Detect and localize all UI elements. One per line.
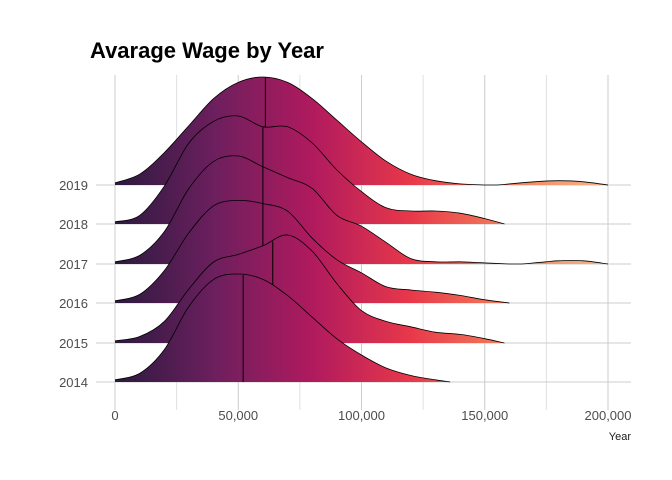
x-axis-label: Year (609, 431, 632, 443)
ridge-2014 (114, 273, 451, 383)
ridge-outline-2014 (114, 273, 451, 383)
y-tick-label: 2015 (59, 336, 88, 351)
y-tick-labels: 2014 2015 2016 2017 2018 2019 (59, 178, 88, 390)
x-tick-label: 0 (111, 408, 118, 423)
ridges (114, 76, 609, 383)
x-tick-label: 50,000 (218, 408, 258, 423)
chart-title: Avarage Wage by Year (90, 38, 324, 63)
x-tick-label: 200,000 (585, 408, 632, 423)
y-tick-label: 2014 (59, 375, 88, 390)
ridge-outline-2018 (114, 115, 505, 225)
x-tick-label: 100,000 (338, 408, 385, 423)
y-tick-label: 2017 (59, 257, 88, 272)
y-tick-label: 2016 (59, 296, 88, 311)
y-tick-label: 2018 (59, 217, 88, 232)
y-tick-label: 2019 (59, 178, 88, 193)
ridge-fill-2014 (115, 274, 451, 382)
ridge-outline-2016 (114, 199, 510, 304)
ridge-outline-2017 (114, 155, 609, 265)
x-tick-label: 150,000 (461, 408, 508, 423)
ridge-outline-2019 (114, 76, 609, 186)
ridge-outline-2015 (114, 234, 505, 344)
x-tick-labels: 0 50,000 100,000 150,000 200,000 (111, 408, 631, 423)
